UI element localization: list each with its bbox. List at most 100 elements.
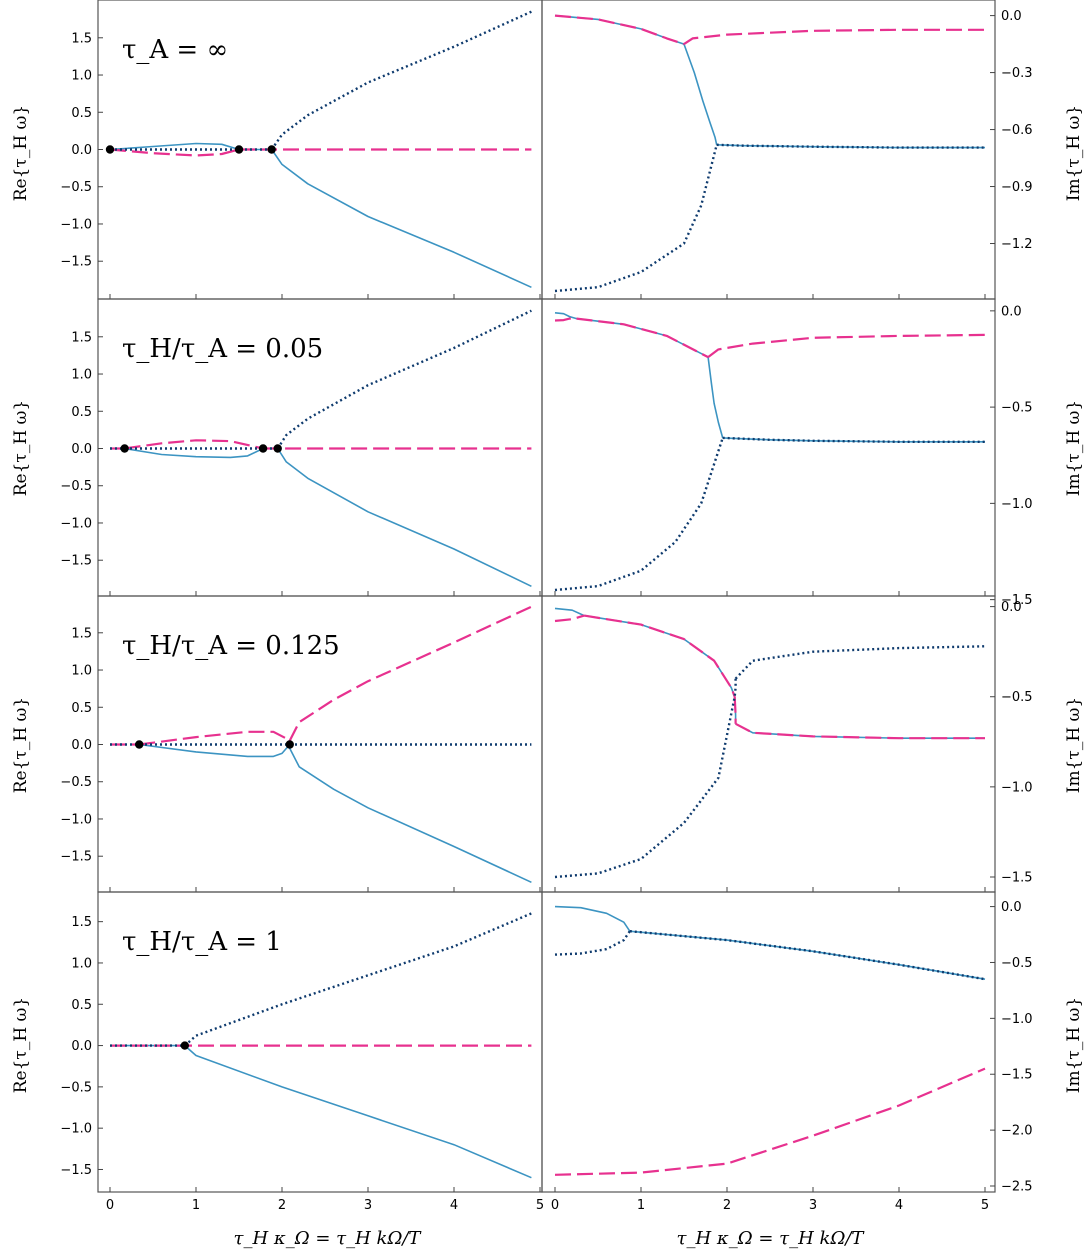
y-tick-label: −1.5 <box>1001 870 1033 885</box>
series-solid <box>288 747 532 884</box>
series-dotted <box>733 678 737 697</box>
panel-row1-imag: 0.0 −0.3 −0.6 −0.9 −1.2 <box>541 0 1033 300</box>
y-tick-label: −0.5 <box>1001 401 1033 416</box>
series-solid <box>139 743 291 758</box>
y-tick-label: −0.9 <box>1001 180 1033 195</box>
series-solid <box>109 142 240 151</box>
series-dashed <box>584 614 736 698</box>
y-axis-label-row2-imag: Im{τ_H ω} <box>1064 400 1084 496</box>
panel-row2-imag: 0.0 −0.5 −1.0 −1.5 <box>541 298 1033 608</box>
series-dotted <box>629 930 986 981</box>
y-axis-label-row3-imag: Im{τ_H ω} <box>1064 697 1084 793</box>
x-tick-label: 5 <box>536 1198 544 1213</box>
y-tick-label: 1.5 <box>71 330 92 345</box>
y-axis-label-row2-real: Re{τ_H ω} <box>11 400 31 497</box>
x-tick-label: 2 <box>278 1198 286 1213</box>
y-tick-label: 0.5 <box>71 106 92 121</box>
bifurcation-marker <box>273 444 282 453</box>
x-tick-label: 3 <box>364 1198 372 1213</box>
series-dashed <box>554 614 585 623</box>
y-tick-label: 0.0 <box>71 442 92 457</box>
series-solid <box>584 614 736 697</box>
bifurcation-marker <box>180 1041 190 1050</box>
series-dashed <box>683 28 985 46</box>
series-dotted <box>276 309 532 450</box>
y-tick-label: 0.0 <box>1001 9 1022 24</box>
y-tick-label: −1.0 <box>60 1122 92 1137</box>
series-dashed <box>707 333 986 358</box>
y-tick-label: 0.5 <box>71 998 92 1013</box>
y-axis-label-row1-imag: Im{τ_H ω} <box>1064 105 1084 201</box>
panel-annotation: τ_H/τ_A = 0.05 <box>122 334 323 364</box>
x-tick-label: 4 <box>450 1198 458 1213</box>
x-tick-label: 5 <box>981 1198 989 1213</box>
y-axis-label-row1-real: Re{τ_H ω} <box>11 105 31 202</box>
y-tick-label: −1.0 <box>1001 1012 1033 1027</box>
series-dashed <box>109 148 240 157</box>
bifurcation-marker <box>258 444 268 453</box>
series-dashed <box>554 1067 986 1176</box>
y-tick-label: −1.0 <box>60 217 92 232</box>
y-tick-label: −0.5 <box>60 479 92 494</box>
y-tick-label: 1.0 <box>71 69 92 84</box>
series-solid <box>277 448 532 588</box>
bifurcation-marker <box>105 145 115 154</box>
panel-row3-real: 1.5 1.0 0.5 0.0 −0.5 −1.0 −1.5 τ_H/τ_A = 0.125 <box>60 595 543 893</box>
y-tick-label: −1.0 <box>60 812 92 827</box>
y-tick-label: −1.5 <box>60 554 92 569</box>
series-dotted <box>554 437 724 592</box>
series-dashed <box>733 696 737 724</box>
series-solid <box>629 930 986 980</box>
y-tick-label: 0.0 <box>71 1039 92 1054</box>
series-solid <box>271 149 532 289</box>
series-dotted <box>554 930 631 956</box>
y-tick-label: −1.5 <box>60 1163 92 1178</box>
y-tick-label: −1.5 <box>1001 1068 1033 1083</box>
series-dashed <box>124 439 264 450</box>
y-tick-label: −0.5 <box>60 180 92 195</box>
y-tick-label: 1.0 <box>71 368 92 383</box>
y-tick-label: −0.5 <box>60 775 92 790</box>
series-solid <box>735 723 985 739</box>
y-tick-label: −1.2 <box>1001 237 1033 252</box>
series-dashed <box>139 730 287 746</box>
y-tick-label: 0.0 <box>1001 304 1022 319</box>
series-solid <box>707 356 724 439</box>
series-solid <box>554 312 577 320</box>
y-tick-label: 0.5 <box>71 405 92 420</box>
series-dashed <box>576 317 709 359</box>
series-dashed <box>554 14 685 46</box>
x-tick-label: 2 <box>723 1198 731 1213</box>
y-tick-label: 1.5 <box>71 626 92 641</box>
x-tick-label: 1 <box>192 1198 200 1213</box>
y-tick-label: −0.6 <box>1001 123 1033 138</box>
x-tick-label: 3 <box>809 1198 817 1213</box>
series-solid <box>576 317 709 358</box>
panel-annotation: τ_A = ∞ <box>122 35 228 65</box>
series-dashed <box>288 605 532 742</box>
panel-frame <box>541 595 996 893</box>
y-tick-label: −1.5 <box>60 255 92 270</box>
series-solid <box>554 905 631 932</box>
series-solid <box>683 43 718 145</box>
panel-frame <box>541 0 996 300</box>
series-solid <box>184 1045 532 1179</box>
panel-row3-imag: 0.0 −0.5 −1.0 −1.5 <box>541 595 1033 893</box>
series-dashed <box>735 722 985 740</box>
x-tick-label: 0 <box>106 1198 114 1213</box>
bifurcation-marker <box>285 740 294 749</box>
x-tick-label: 4 <box>895 1198 903 1213</box>
panel-annotation: τ_H/τ_A = 0.125 <box>122 631 340 661</box>
y-tick-label: 1.0 <box>71 956 92 971</box>
y-tick-label: −1.0 <box>60 516 92 531</box>
y-tick-label: 1.5 <box>71 31 92 46</box>
series-solid <box>554 14 685 45</box>
panel-row1-real: 1.5 1.0 0.5 0.0 −0.5 −1.0 −1.5 τ_A = ∞ <box>60 0 543 300</box>
bifurcation-marker <box>234 145 244 154</box>
bifurcation-marker <box>135 740 144 749</box>
panel-row4-imag: 0.0 −0.5 −1.0 −1.5 −2.0 −2.5 0 1 2 3 4 5 <box>541 891 1033 1213</box>
series-dotted <box>734 645 986 680</box>
y-tick-label: −0.3 <box>1001 66 1033 81</box>
series-dotted <box>722 436 985 443</box>
